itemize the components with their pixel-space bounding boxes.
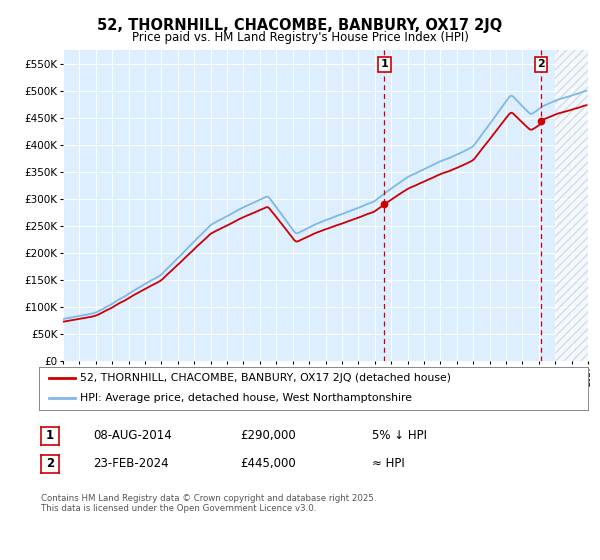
Text: 2: 2 [46,458,54,470]
Text: 52, THORNHILL, CHACOMBE, BANBURY, OX17 2JQ: 52, THORNHILL, CHACOMBE, BANBURY, OX17 2… [97,18,503,34]
Text: 1: 1 [380,59,388,69]
Text: £290,000: £290,000 [240,429,296,442]
Text: 1: 1 [46,430,54,442]
Text: 2: 2 [537,59,545,69]
Text: 08-AUG-2014: 08-AUG-2014 [93,429,172,442]
Text: Price paid vs. HM Land Registry's House Price Index (HPI): Price paid vs. HM Land Registry's House … [131,31,469,44]
Text: 23-FEB-2024: 23-FEB-2024 [93,457,169,470]
Text: Contains HM Land Registry data © Crown copyright and database right 2025.
This d: Contains HM Land Registry data © Crown c… [41,494,376,514]
Text: HPI: Average price, detached house, West Northamptonshire: HPI: Average price, detached house, West… [80,393,412,403]
Text: 52, THORNHILL, CHACOMBE, BANBURY, OX17 2JQ (detached house): 52, THORNHILL, CHACOMBE, BANBURY, OX17 2… [80,374,451,384]
Text: 5% ↓ HPI: 5% ↓ HPI [372,429,427,442]
Text: ≈ HPI: ≈ HPI [372,457,405,470]
Text: £445,000: £445,000 [240,457,296,470]
